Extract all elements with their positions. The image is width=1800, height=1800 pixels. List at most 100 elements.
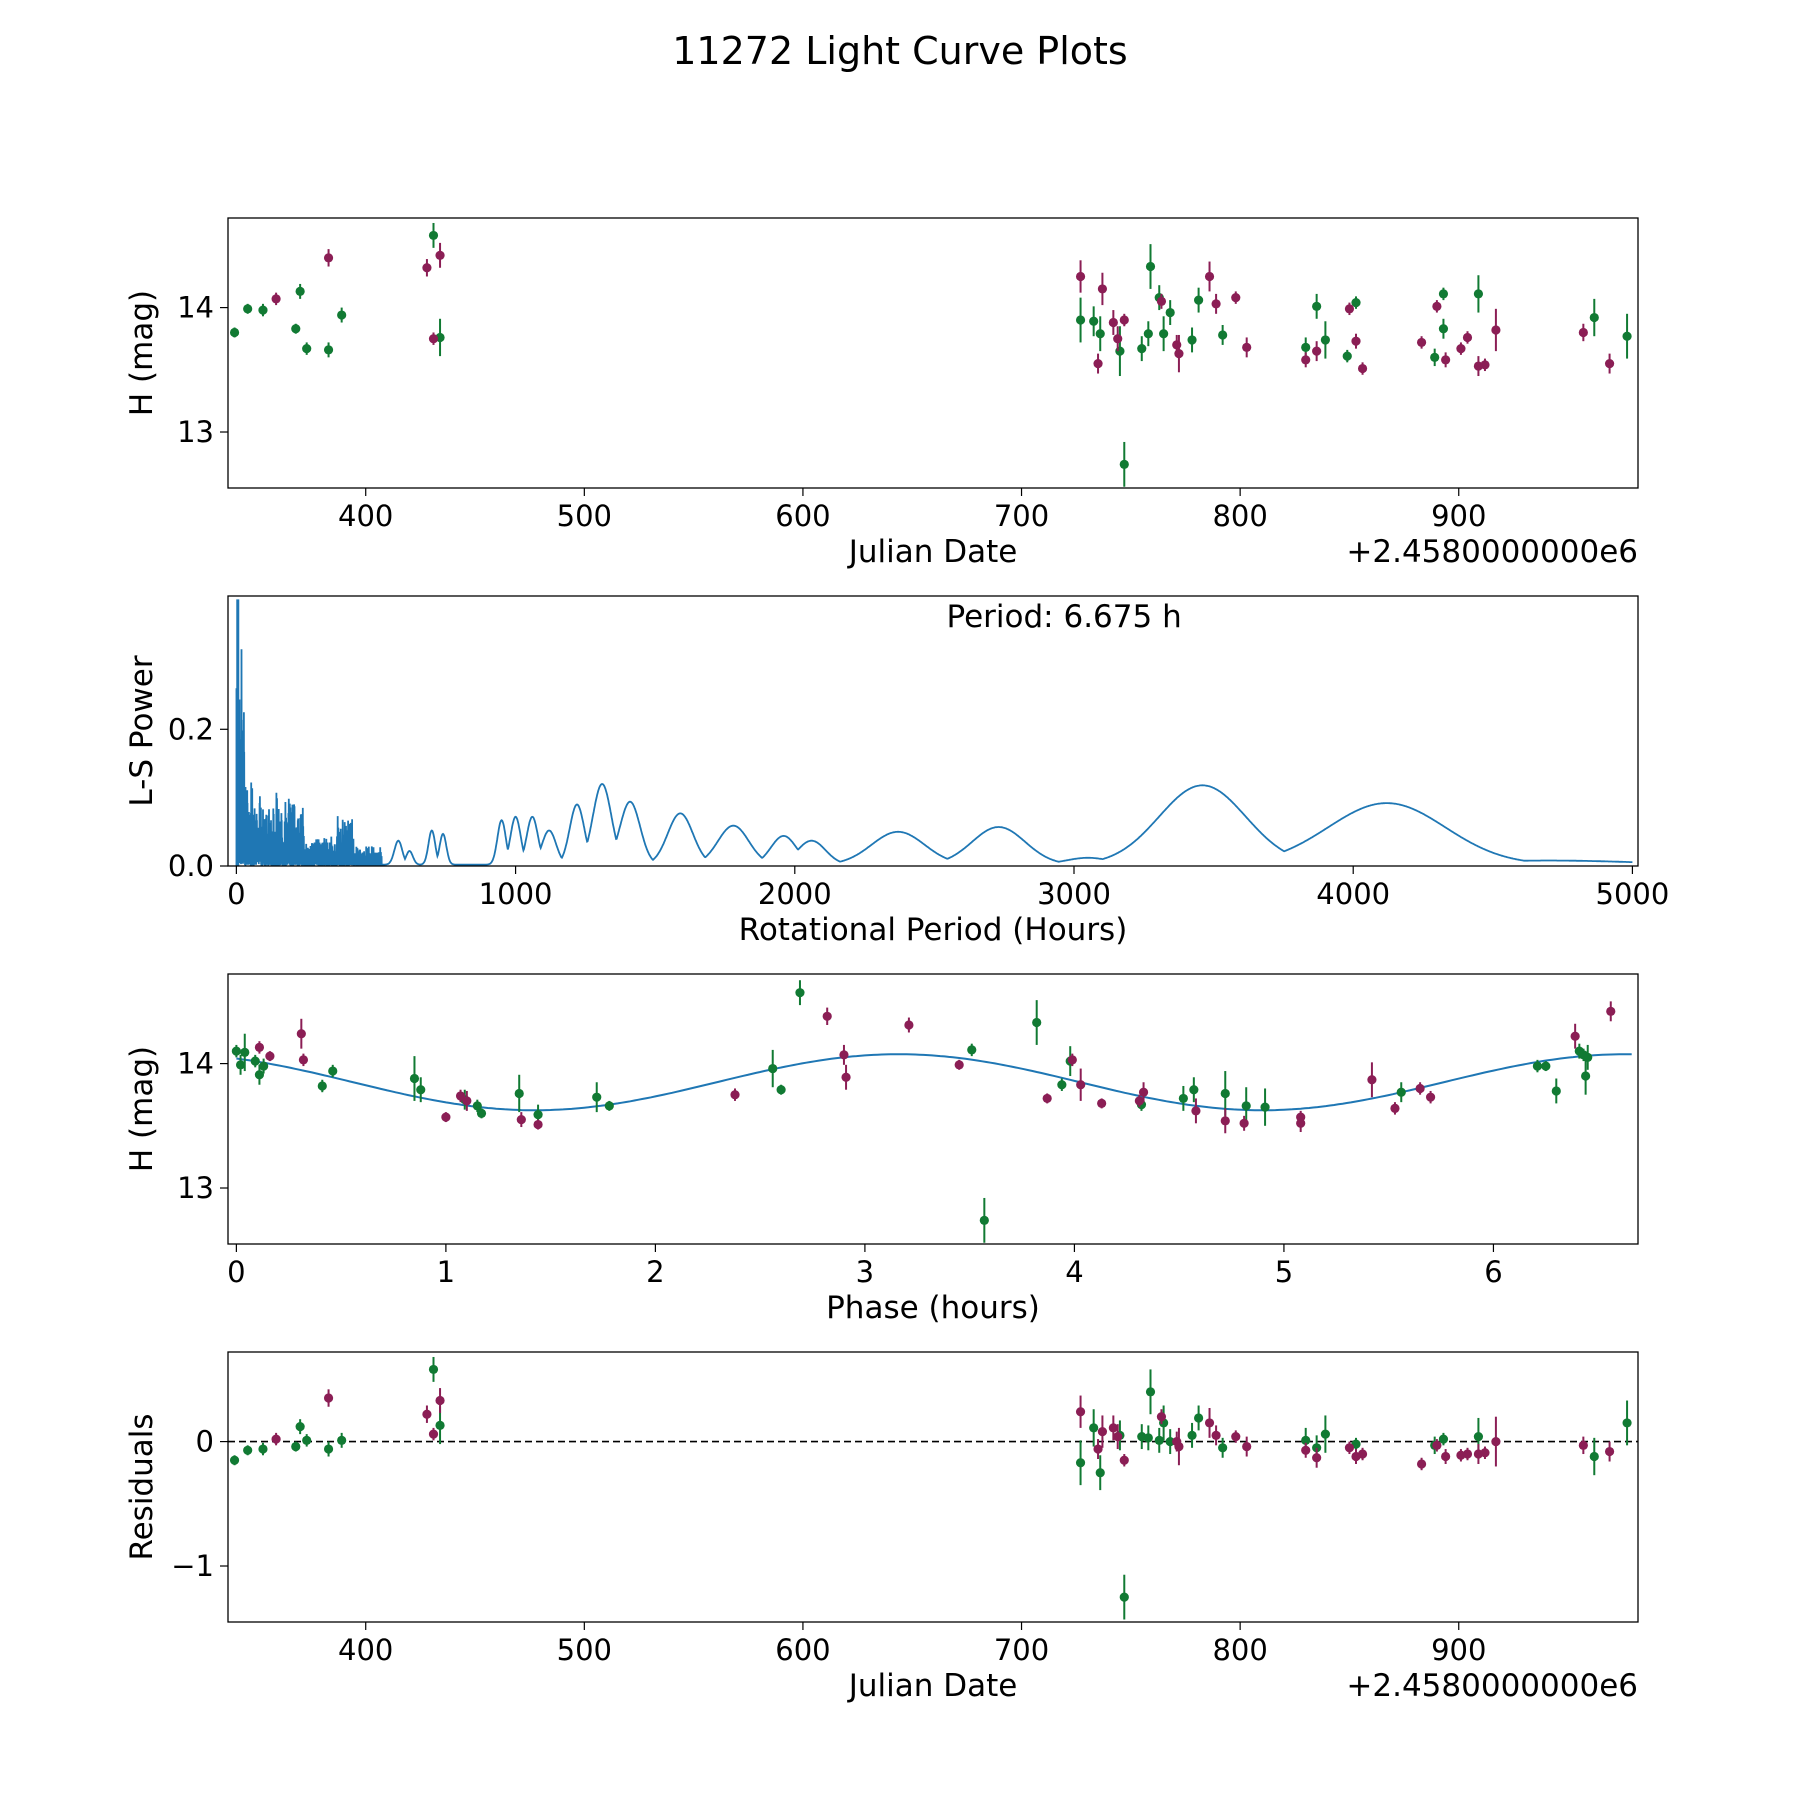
data-point-purple <box>1416 1459 1427 1469</box>
data-point-green <box>1218 1443 1228 1453</box>
plot-frame <box>227 217 1639 489</box>
data-point-purple <box>1301 1445 1311 1455</box>
data-point-green <box>1438 324 1449 334</box>
data-point-purple <box>1441 1451 1451 1462</box>
data-point-purple <box>1301 355 1311 365</box>
data-point-green <box>1320 1429 1330 1439</box>
periodogram-curve-group <box>235 599 1633 866</box>
data-point-purple <box>428 1429 439 1439</box>
data-point-purple <box>1432 301 1442 311</box>
data-point-purple <box>1570 1031 1580 1041</box>
data-point-purple <box>254 1042 265 1053</box>
data-point-green <box>1145 261 1156 272</box>
data-point-green <box>1057 1080 1067 1090</box>
data-point-purple <box>516 1114 526 1125</box>
data-point-purple <box>730 1090 740 1100</box>
data-point-purple <box>1093 358 1103 369</box>
y-axis-label: H (mag) <box>124 1046 160 1172</box>
data-point-green <box>337 310 347 320</box>
data-point-green <box>592 1092 602 1102</box>
x-tick-label: 500 <box>557 1633 612 1667</box>
data-point-green <box>323 1444 334 1454</box>
data-point-purple <box>839 1050 849 1060</box>
data-point-purple <box>1134 1096 1144 1106</box>
y-tick-label: 13 <box>177 1171 214 1205</box>
data-point-purple <box>1578 327 1588 338</box>
fit-curve-group <box>236 1053 1632 1112</box>
data-point-green <box>1119 459 1129 469</box>
y-tick-label: 0.2 <box>168 712 214 746</box>
x-tick-label: 3 <box>856 1255 874 1289</box>
data-point-green <box>243 1445 253 1455</box>
x-tick-label: 4000 <box>1316 877 1390 911</box>
x-tick-label: 600 <box>775 499 830 533</box>
data-point-green <box>1189 1085 1199 1095</box>
data-point-green <box>1187 335 1197 345</box>
data-point-green <box>1194 1413 1204 1423</box>
data-point-purple <box>1204 1418 1215 1428</box>
data-point-purple <box>422 1409 432 1419</box>
periodogram-panel: 0 1000 2000 3000 4000 5000 0.0 0.2 Rotational Pe… <box>124 595 1669 948</box>
data-point-green <box>229 1455 240 1465</box>
data-point-purple <box>1097 284 1108 294</box>
data-point-purple <box>1242 1441 1252 1452</box>
data-point-purple <box>1113 1432 1123 1442</box>
data-point-green <box>409 1073 420 1084</box>
data-point-green <box>1438 289 1449 299</box>
data-point-purple <box>1108 1423 1118 1433</box>
data-point-green <box>1119 1592 1129 1602</box>
data-points <box>229 222 1632 487</box>
data-point-green <box>302 1435 312 1445</box>
data-point-green <box>235 1060 246 1070</box>
x-tick-label: 0 <box>227 877 245 911</box>
y-tick-label: 0 <box>196 1425 214 1459</box>
data-points <box>229 1356 1632 1620</box>
data-point-green <box>428 230 439 241</box>
data-point-green <box>967 1045 977 1055</box>
data-point-green <box>323 345 334 355</box>
data-point-purple <box>435 250 445 260</box>
data-point-green <box>1320 335 1330 345</box>
x-tick-label: 900 <box>1431 1633 1486 1667</box>
data-point-green <box>1075 1458 1086 1468</box>
data-point-purple <box>1075 1407 1086 1417</box>
data-point-purple <box>265 1051 275 1061</box>
data-point-green <box>254 1070 265 1080</box>
periodogram-curve <box>238 649 1633 866</box>
data-point-purple <box>323 1393 334 1403</box>
data-point-purple <box>1351 336 1361 346</box>
data-point-purple <box>1211 299 1221 309</box>
data-point-purple <box>1174 349 1184 359</box>
data-point-green <box>795 988 805 998</box>
data-point-purple <box>1156 296 1167 306</box>
x-axis-label: Julian Date <box>847 1668 1018 1704</box>
data-point-green <box>514 1088 524 1099</box>
data-point-purple <box>904 1020 914 1030</box>
data-point-green <box>243 304 253 314</box>
data-point-purple <box>1312 1453 1322 1463</box>
data-point-purple <box>271 1434 281 1444</box>
data-point-purple <box>1113 334 1123 344</box>
data-point-purple <box>1432 1440 1442 1450</box>
data-point-green <box>1342 351 1352 361</box>
x-tick-label: 500 <box>557 499 612 533</box>
data-point-purple <box>1480 360 1490 370</box>
data-point-purple <box>1416 337 1427 348</box>
data-point-purple <box>822 1011 832 1021</box>
data-point-green <box>1032 1017 1042 1028</box>
data-point-green <box>1301 1435 1311 1445</box>
data-point-purple <box>1606 1006 1616 1016</box>
data-point-purple <box>1367 1075 1377 1085</box>
x-axis-label: Julian Date <box>847 534 1018 570</box>
data-point-green <box>1581 1071 1591 1081</box>
data-point-green <box>472 1101 482 1111</box>
data-point-green <box>291 324 301 334</box>
data-point-purple <box>1220 1116 1230 1126</box>
data-point-green <box>768 1063 778 1074</box>
data-point-green <box>1473 289 1484 299</box>
data-point-green <box>1154 1435 1164 1445</box>
data-point-purple <box>1415 1083 1425 1094</box>
data-point-green <box>1241 1101 1251 1111</box>
data-point-purple <box>435 1395 445 1406</box>
data-point-purple <box>1211 1430 1221 1440</box>
